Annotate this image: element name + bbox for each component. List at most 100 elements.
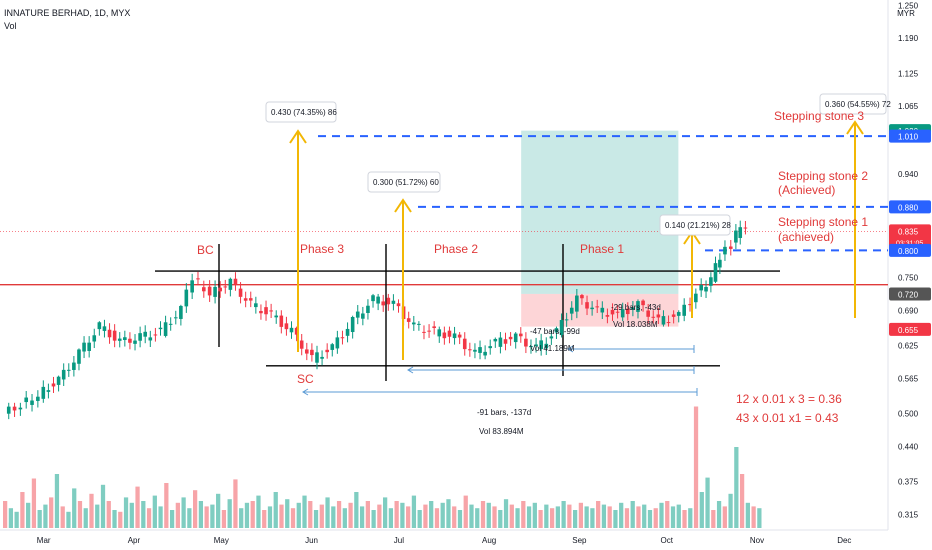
candle-body: [82, 342, 86, 352]
candle-body: [207, 286, 212, 296]
price-axis: [888, 0, 932, 550]
volume-bar: [8, 508, 14, 528]
candle-body: [72, 362, 76, 370]
volume-bar: [37, 510, 42, 528]
candle-body: [294, 327, 299, 335]
target-zone: [521, 130, 679, 294]
candle-body: [688, 304, 692, 306]
volume-bar: [77, 501, 83, 528]
candle-body: [585, 302, 589, 309]
candle-body: [462, 338, 467, 350]
volume-bar: [739, 474, 745, 528]
candle-body: [173, 317, 178, 319]
candle-body: [590, 307, 594, 310]
volume-bar: [14, 511, 19, 528]
candle-body: [350, 316, 355, 333]
x-tick-label: Dec: [837, 536, 851, 545]
candle-body: [345, 328, 350, 336]
candle-body: [595, 306, 600, 308]
volume-bar: [544, 504, 549, 528]
volume-bar: [521, 501, 526, 528]
y-tick-label: 0.375: [898, 478, 919, 487]
candle-body: [524, 338, 528, 347]
volume-bar: [688, 508, 693, 528]
candle-body: [656, 314, 661, 318]
candle-body: [41, 386, 46, 399]
volume-bar: [578, 502, 584, 528]
range-measure-2-head: [407, 366, 414, 374]
candle-body: [391, 300, 396, 304]
price-tag-text: 0.835: [898, 227, 919, 236]
volume-bar: [152, 495, 157, 528]
y-tick-label: 0.940: [898, 170, 919, 179]
candle-body: [513, 333, 518, 343]
volume-bar: [446, 499, 451, 528]
volume-bar: [66, 511, 71, 528]
y-tick-label: 0.315: [898, 510, 919, 519]
candle-body: [615, 311, 620, 313]
volume-bar: [515, 508, 520, 528]
candle-body: [163, 322, 168, 336]
volume-bar: [584, 506, 589, 528]
candle-body: [631, 307, 635, 310]
volume-bar: [682, 510, 687, 528]
candle-body: [102, 326, 107, 331]
candle-body: [223, 286, 228, 288]
candle-body: [381, 301, 386, 306]
volume-bar: [538, 510, 543, 528]
candle-body: [743, 227, 748, 229]
candle-body: [66, 369, 71, 371]
candle-body: [738, 227, 743, 238]
volume-bar: [60, 506, 65, 528]
candle-body: [218, 287, 222, 292]
candle-body: [259, 310, 263, 314]
candle-body: [51, 383, 56, 387]
candle-body: [411, 322, 416, 325]
volume-bar: [193, 490, 198, 528]
candle-body: [699, 284, 703, 291]
volume-bar: [377, 504, 382, 528]
candle-body: [153, 334, 158, 336]
volume-bar: [711, 510, 716, 528]
candle-body: [713, 263, 718, 282]
label-sc: SC: [297, 372, 314, 386]
candle-body: [605, 315, 610, 317]
target-arrow-1-head: [289, 129, 307, 144]
range-3-bars: -91 bars, -137d: [477, 408, 531, 417]
currency-label: MYR: [897, 9, 915, 18]
volume-bar: [573, 510, 578, 528]
volume-bar: [503, 499, 509, 528]
candle-body: [694, 293, 698, 303]
candle-body: [478, 347, 482, 353]
candle-body: [46, 390, 51, 392]
candle-body: [128, 338, 132, 343]
candle-body: [636, 301, 640, 312]
x-tick-label: Aug: [482, 536, 496, 545]
volume-bar: [486, 502, 491, 528]
label-ss2-status: (Achieved): [778, 183, 835, 197]
candle-body: [138, 333, 142, 341]
price-tag: [889, 322, 931, 336]
candle-body: [539, 340, 543, 350]
candle-body: [371, 295, 375, 302]
candle-body: [734, 230, 738, 243]
y-tick-label: 1.190: [898, 34, 919, 43]
x-tick-label: Sep: [572, 536, 587, 545]
candle-body: [310, 349, 314, 356]
volume-bar: [434, 508, 440, 528]
volume-bar: [198, 501, 204, 528]
target-arrow-4-head: [846, 120, 864, 135]
calc-line-2: 43 x 0.01 x1 = 0.43: [736, 411, 839, 425]
volume-bar: [492, 506, 497, 528]
candle-body: [355, 311, 360, 318]
candle-body: [143, 331, 148, 337]
volume-bar: [728, 493, 733, 528]
volume-bar: [336, 501, 342, 528]
volume-bar: [135, 486, 140, 528]
candle-body: [117, 338, 122, 341]
candle-body: [330, 344, 335, 350]
volume-bar: [3, 501, 8, 528]
candle-body: [728, 246, 733, 249]
